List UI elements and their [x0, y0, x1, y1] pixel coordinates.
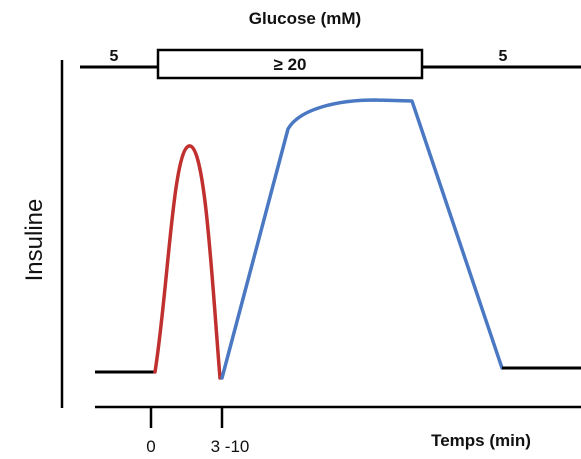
x-axis-label: Temps (min): [431, 431, 531, 450]
x-tick-label-3-10: 3 -10: [211, 437, 250, 456]
second-phase-plateau: [220, 98, 504, 380]
chart-title: Glucose (mM): [249, 9, 361, 28]
glucose-stimulus-box: [156, 48, 424, 80]
y-axis-label: Insuline: [21, 199, 48, 282]
first-phase-peak: [153, 144, 222, 380]
x-tick-label-0: 0: [146, 437, 155, 456]
glucose-before-label: 5: [110, 48, 119, 65]
glucose-after-label: 5: [499, 48, 508, 65]
glucose-stimulus-label: ≥ 20: [274, 55, 307, 74]
